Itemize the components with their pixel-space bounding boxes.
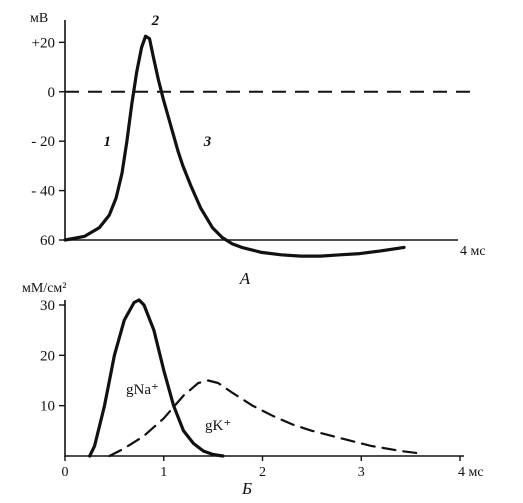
gk-conductance-line — [108, 379, 422, 458]
y-axis-label: мВ — [30, 11, 48, 26]
series-label-gk: gK⁺ — [205, 418, 231, 434]
panel-b-conductance-chart: 30 20 10 0 1 2 3 4 мс мМ/см² gNa⁺ gK⁺ Б — [22, 281, 484, 498]
phase-annotation-2: 2 — [151, 13, 160, 29]
series-label-gna: gNa⁺ — [126, 382, 159, 398]
y-tick-label: 10 — [40, 399, 55, 415]
y-tick-label: 0 — [48, 85, 56, 101]
y-tick-label: 60 — [40, 233, 55, 249]
panel-label-b: Б — [241, 479, 252, 498]
x-tick-label: 0 — [62, 465, 69, 480]
phase-annotation-3: 3 — [203, 134, 212, 150]
gna-conductance-line — [88, 298, 225, 458]
y-tick-label: +20 — [32, 35, 55, 51]
y-tick-label: 30 — [40, 298, 55, 314]
panel-a-membrane-potential-chart: +20 0 - 20 - 40 60 мВ 4 мс 1 2 3 А — [30, 11, 486, 288]
panel-label-a: А — [239, 269, 251, 288]
x-tick-label: 1 — [160, 465, 167, 480]
y-tick-label: - 20 — [31, 134, 55, 150]
x-axis-label: 4 мс — [460, 244, 486, 259]
y-tick-label: 20 — [40, 348, 55, 364]
x-tick-label: 4 мс — [458, 465, 484, 480]
y-tick-label: - 40 — [31, 184, 55, 200]
membrane-potential-line — [63, 34, 406, 258]
x-tick-label: 3 — [358, 465, 365, 480]
phase-annotation-1: 1 — [103, 134, 111, 150]
y-axis-label: мМ/см² — [22, 281, 66, 296]
x-tick-label: 2 — [259, 465, 266, 480]
